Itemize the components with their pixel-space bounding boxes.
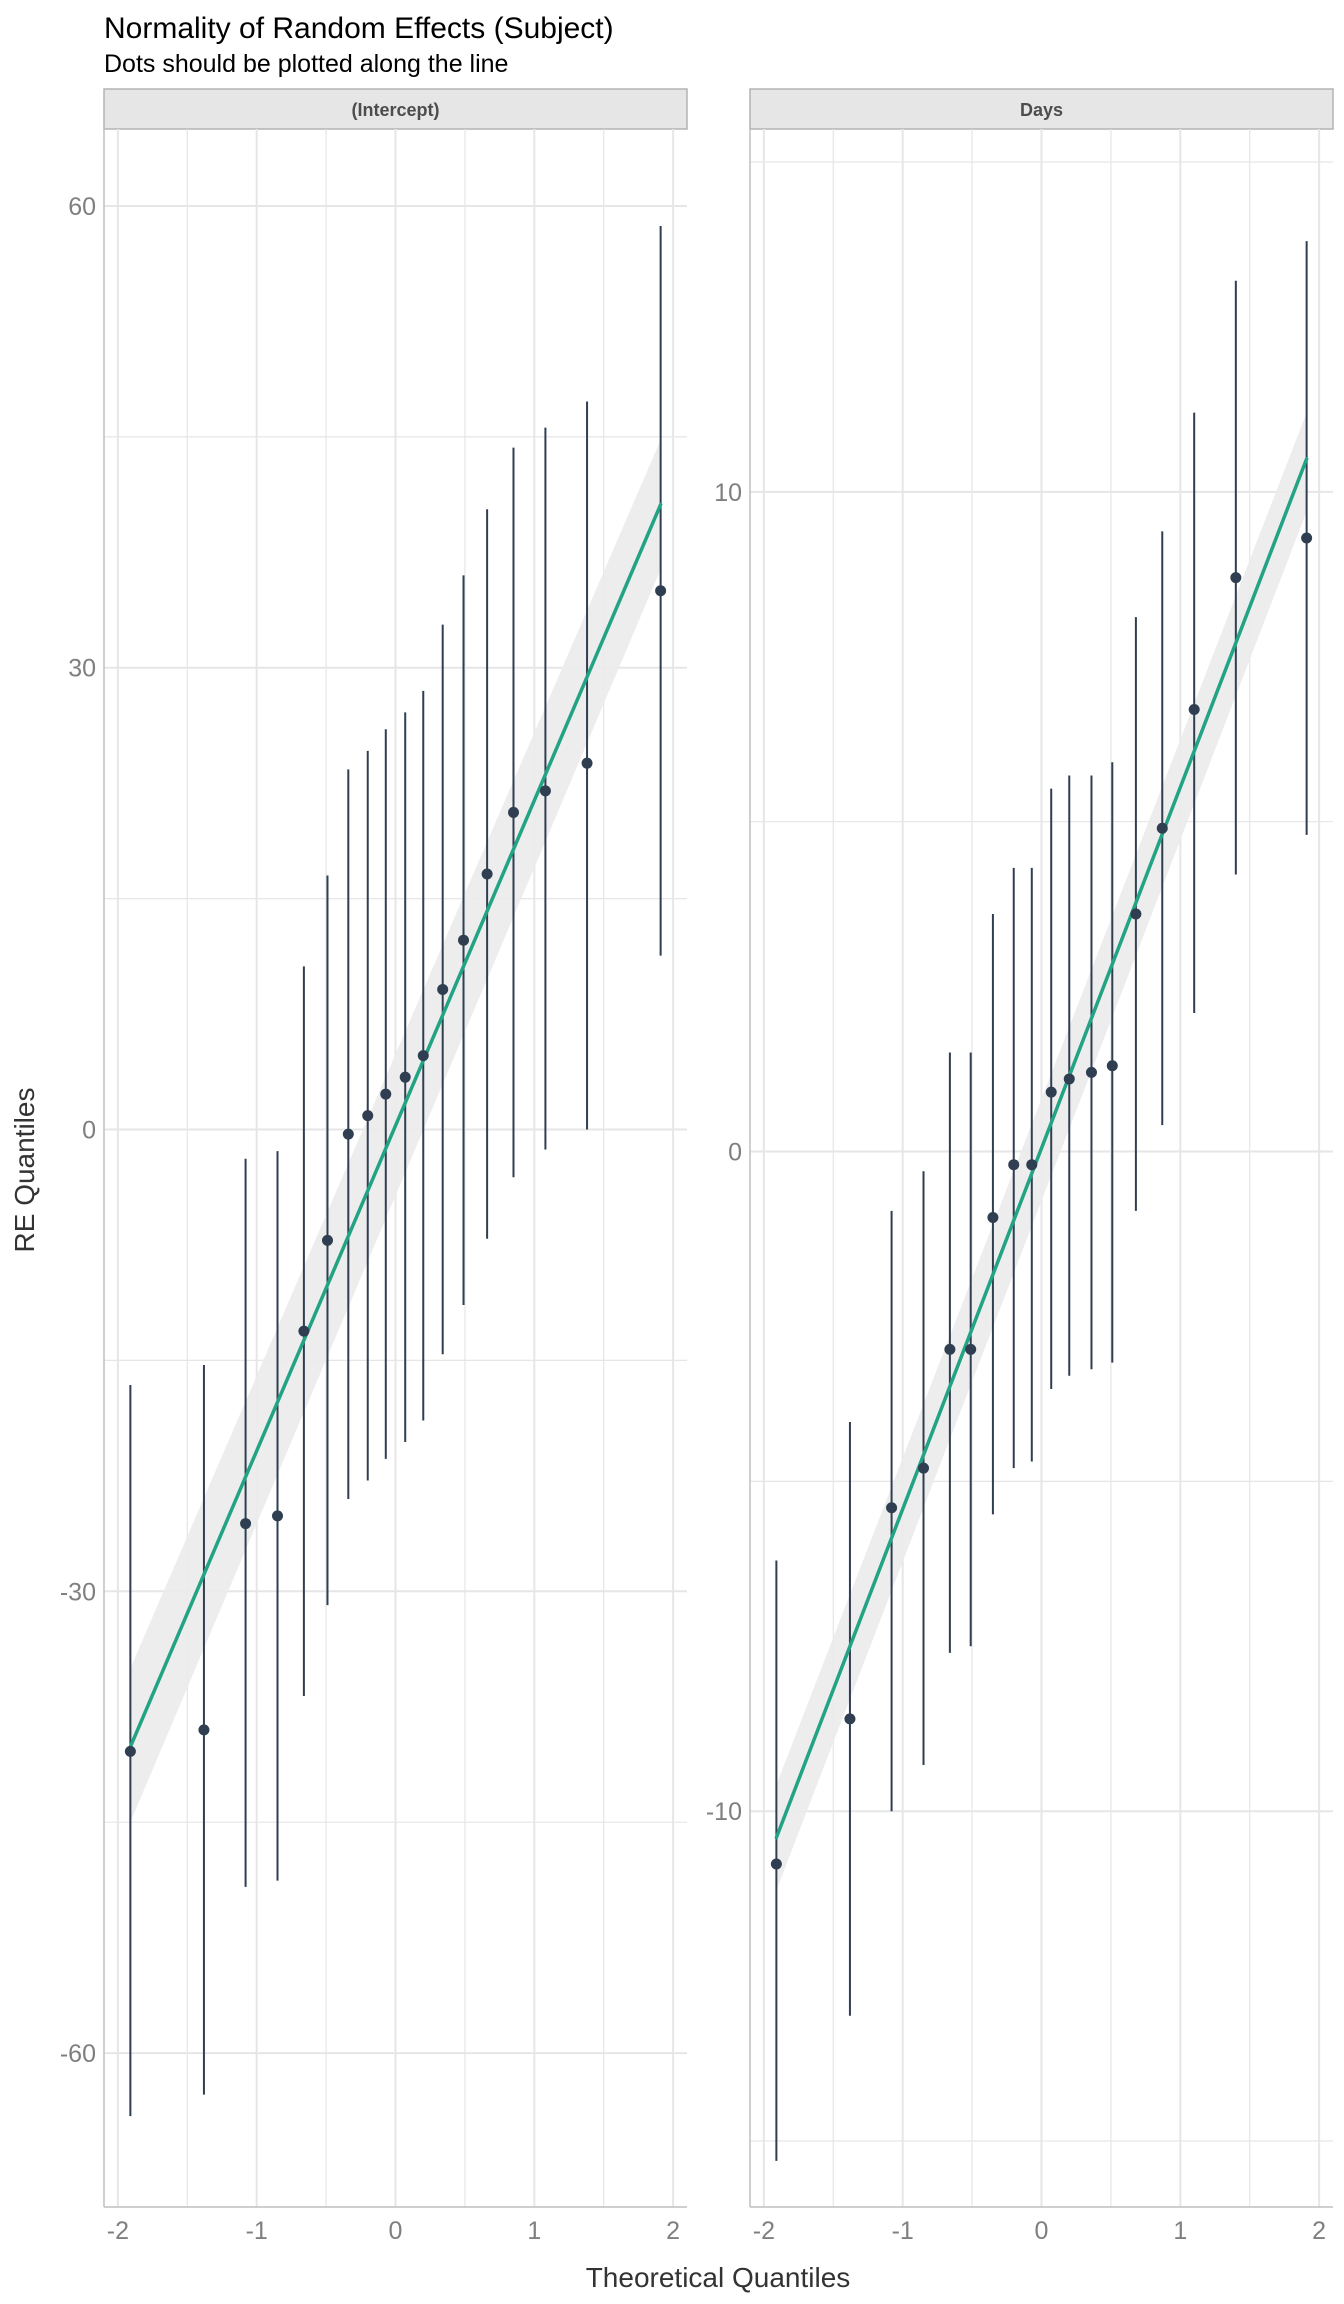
x-tick-label: 2 [1312,2217,1326,2245]
x-tick-label: -1 [246,2217,268,2245]
y-tick-label: 0 [728,1139,742,1167]
data-point [1230,572,1242,584]
data-point [298,1325,310,1337]
y-tick-label: -10 [706,1798,742,1826]
data-point [417,1050,429,1062]
data-point [1026,1159,1038,1171]
data-point [321,1234,333,1246]
y-tick-label: -60 [60,2040,96,2068]
x-axis-title: Theoretical Quantiles [586,2262,851,2293]
data-point [1085,1066,1097,1078]
data-point [198,1724,210,1736]
data-point [770,1858,782,1870]
x-tick-label: 0 [389,2217,403,2245]
chart-subtitle: Dots should be plotted along the line [104,50,508,78]
strip-label-days: Days [1020,100,1063,120]
data-point [380,1088,392,1100]
data-point [399,1071,411,1083]
confidence-band [130,439,661,1823]
data-point [965,1343,977,1355]
x-tick-label: -2 [107,2217,129,2245]
data-point [458,934,470,946]
data-point [437,983,449,995]
fit-line [128,502,663,1749]
data-point [1008,1159,1020,1171]
data-point [918,1462,930,1474]
x-tick-label: -2 [753,2217,775,2245]
data-point [655,585,667,597]
data-point [1106,1060,1118,1072]
panel-intercept: (Intercept) -2 -1 0 1 2 -60 -30 0 30 60 [60,88,688,2245]
data-point [1188,704,1200,716]
data-point [124,1745,136,1757]
y-tick-label: -30 [60,1578,96,1606]
strip-intercept [103,88,688,130]
data-point [539,785,551,797]
data-point [1063,1073,1075,1085]
data-point [581,757,593,769]
x-tick-label: -1 [892,2217,914,2245]
fit-line [774,457,1309,1840]
data-point [944,1343,956,1355]
data-point [1156,822,1168,834]
data-point [886,1502,898,1514]
y-tick-label: 0 [82,1117,96,1145]
x-tick-label: 0 [1035,2217,1049,2245]
data-point [507,806,519,818]
y-tick-label: 10 [714,479,742,507]
data-point [240,1518,252,1530]
data-point [272,1510,284,1522]
data-point [1130,908,1142,920]
strip-days [749,88,1334,130]
x-tick-label: 1 [527,2217,541,2245]
data-point [844,1713,856,1725]
y-tick-label: 60 [68,193,96,221]
strip-label-intercept: (Intercept) [351,100,439,120]
y-axis-title: RE Quantiles [9,1088,40,1253]
data-point [481,868,493,880]
plot-area-intercept: -2 -1 0 1 2 -60 -30 0 30 60 [60,129,687,2245]
y-tick-label: 30 [68,655,96,683]
data-point [987,1211,999,1223]
x-tick-label: 1 [1173,2217,1187,2245]
x-tick-label: 2 [666,2217,680,2245]
data-point [1045,1086,1057,1098]
data-point [342,1128,354,1140]
chart-title: Normality of Random Effects (Subject) [104,12,614,45]
data-point [362,1110,374,1122]
data-point [1301,532,1313,544]
